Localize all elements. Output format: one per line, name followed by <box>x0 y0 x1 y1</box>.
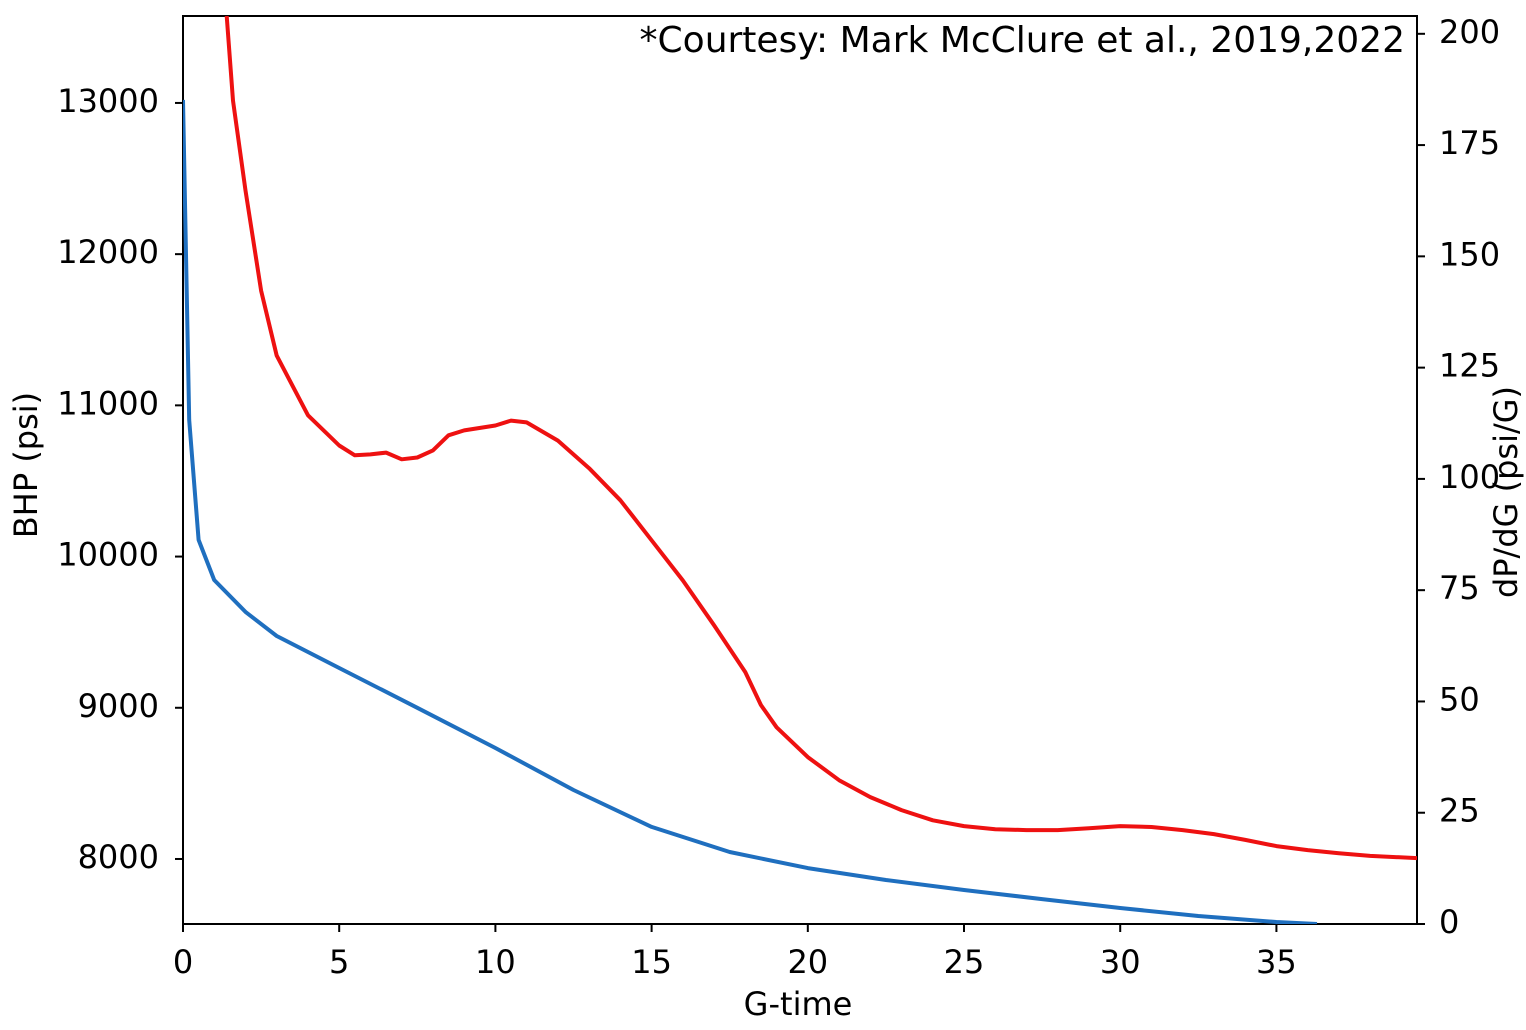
y-tick-label: 9000 <box>78 687 159 725</box>
y2-tick-label: 0 <box>1439 903 1459 941</box>
y2-tick-label: 75 <box>1439 569 1480 607</box>
x-tick-label: 10 <box>475 943 516 981</box>
y-axis-label: BHP (psi) <box>7 392 45 538</box>
y2-tick-label: 150 <box>1439 235 1500 273</box>
x-tick-label: 15 <box>631 943 672 981</box>
x-axis-label: G-time <box>744 985 853 1023</box>
x-tick-label: 20 <box>787 943 828 981</box>
y-tick-label: 12000 <box>57 233 159 271</box>
line-series <box>224 16 1417 861</box>
y2-tick-label: 25 <box>1439 792 1480 830</box>
x-tick-label: 0 <box>173 943 193 981</box>
x-tick-label: 25 <box>944 943 985 981</box>
y2-tick-label: 50 <box>1439 680 1480 718</box>
y2-tick-label: 175 <box>1439 124 1500 162</box>
y2-tick-label: 200 <box>1439 13 1500 51</box>
y2-axis-label: dP/dG (psi/G) <box>1487 386 1525 598</box>
y-tick-label: 13000 <box>57 82 159 120</box>
y-tick-label: 8000 <box>78 838 159 876</box>
x-tick-label: 35 <box>1256 943 1297 981</box>
plot-frame <box>182 15 1418 925</box>
y2-tick-label: 125 <box>1439 347 1500 385</box>
x-tick-label: 5 <box>329 943 349 981</box>
y-tick-label: 10000 <box>57 536 159 574</box>
y-tick-label: 11000 <box>57 384 159 422</box>
annotation: *Courtesy: Mark McClure et al., 2019,202… <box>640 20 1405 61</box>
y2-tick-label: 100 <box>1439 458 1500 496</box>
x-tick-label: 30 <box>1100 943 1141 981</box>
line-series <box>183 99 1318 924</box>
